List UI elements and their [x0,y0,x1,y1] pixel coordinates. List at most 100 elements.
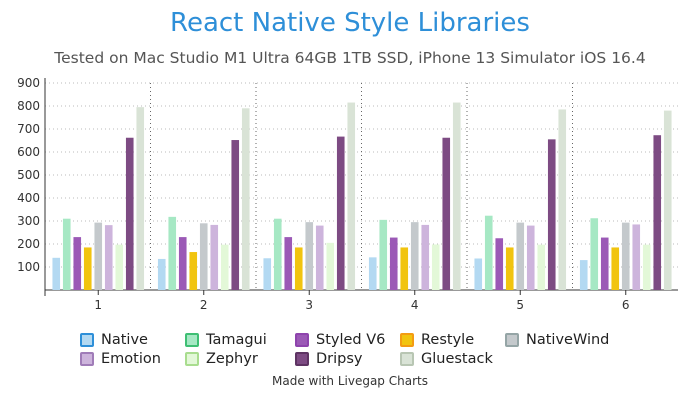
legend-item[interactable]: Emotion [80,351,185,367]
bar [305,222,314,290]
bar [231,140,240,290]
bar [442,137,451,290]
bar [315,225,324,290]
y-tick-label: 400 [17,191,40,205]
y-tick-label: 300 [17,214,40,228]
bar [421,224,430,290]
bar [484,215,493,290]
bar [347,102,356,290]
bar [136,107,145,291]
legend-label: Native [101,332,148,348]
y-tick-label: 100 [17,260,40,274]
bar [210,224,219,290]
bar [368,257,377,290]
bar [83,247,92,290]
legend-swatch [505,333,519,347]
legend-label: Zephyr [206,351,258,367]
legend-swatch [295,333,309,347]
y-tick-label: 800 [17,99,40,113]
bar [452,102,461,290]
legend-item[interactable]: Zephyr [185,351,295,367]
bar [168,216,177,290]
bar [125,137,134,290]
bar [431,244,440,290]
bar [474,258,483,290]
bar [389,237,398,290]
bar [326,242,335,290]
chart-legend: Native Tamagui Styled V6 Restyle NativeWind E… [80,332,640,367]
bar [526,225,535,290]
bar [410,222,419,290]
bar [653,135,662,290]
legend-swatch [295,352,309,366]
y-tick-label: 900 [17,76,40,90]
x-tick-label: 3 [305,298,313,312]
made-with-credit: Made with Livegap Charts [272,374,428,388]
legend-item[interactable]: Native [80,332,185,348]
bar [157,258,166,290]
bar [621,222,630,290]
x-tick-label: 5 [516,298,524,312]
legend-item[interactable]: Restyle [400,332,505,348]
legend-item[interactable]: Dripsy [295,351,400,367]
bar [547,139,556,290]
bar [558,109,567,290]
y-tick-label: 700 [17,122,40,136]
legend-label: Restyle [421,332,475,348]
chart-title: React Native Style Libraries [170,8,530,38]
bar [611,247,620,290]
bar [379,219,388,290]
legend-item[interactable]: Gluestack [400,351,505,367]
bar [294,247,303,290]
bar [495,238,504,290]
x-tick-label: 1 [94,298,102,312]
y-tick-label: 600 [17,145,40,159]
bar [663,110,672,290]
bar [241,108,250,290]
x-tick-label: 4 [411,298,419,312]
bar [220,244,229,290]
legend-label: Styled V6 [316,332,386,348]
bar [642,244,651,290]
bar [590,218,599,290]
bar [104,225,113,290]
bar [600,237,609,290]
bar [178,237,187,290]
legend-label: NativeWind [526,332,610,348]
legend-swatch [400,352,414,366]
legend-item[interactable]: NativeWind [505,332,625,348]
bar [52,257,61,290]
bar [505,247,514,290]
bar [62,218,71,290]
bar [516,222,525,290]
bar [579,260,588,290]
chart-subtitle: Tested on Mac Studio M1 Ultra 64GB 1TB S… [54,49,646,67]
y-tick-label: 200 [17,237,40,251]
legend-label: Emotion [101,351,161,367]
bar [632,224,641,290]
bar [199,223,208,290]
legend-swatch [80,333,94,347]
bar [284,237,293,290]
bar [263,258,272,290]
bar [336,136,345,290]
bar [400,247,409,290]
legend-swatch [400,333,414,347]
legend-label: Gluestack [421,351,493,367]
bar [273,218,282,290]
bar [73,237,82,290]
legend-item[interactable]: Tamagui [185,332,295,348]
bar [189,252,198,290]
x-tick-label: 2 [200,298,208,312]
bar [537,244,546,290]
bar [94,222,103,290]
legend-label: Tamagui [206,332,267,348]
legend-label: Dripsy [316,351,363,367]
bar [115,244,124,290]
y-tick-label: 500 [17,168,40,182]
legend-swatch [80,352,94,366]
legend-item[interactable]: Styled V6 [295,332,400,348]
legend-swatch [185,352,199,366]
x-tick-label: 6 [622,298,630,312]
